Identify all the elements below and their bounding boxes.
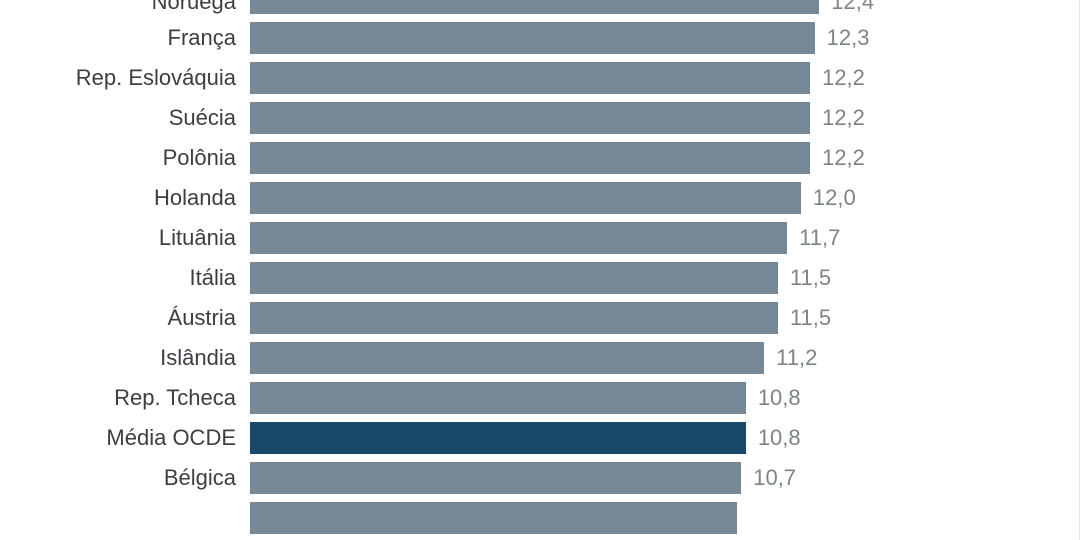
bar-value: 12,2 <box>810 102 865 134</box>
bar-value: 10,8 <box>746 422 801 454</box>
bar-track: 10,8 <box>250 422 1072 454</box>
bar <box>250 22 815 54</box>
bar-value: 10,8 <box>746 382 801 414</box>
bar <box>250 62 810 94</box>
bar-label: Rep. Eslováquia <box>0 67 250 89</box>
bar-row: Noruega 12,4 <box>0 0 1072 14</box>
bar-label: Polônia <box>0 147 250 169</box>
bar-row: Áustria 11,5 <box>0 302 1072 334</box>
bar-label: Média OCDE <box>0 427 250 449</box>
bar-row <box>0 502 1072 534</box>
bar-row: Suécia 12,2 <box>0 102 1072 134</box>
bar-track: 11,7 <box>250 222 1072 254</box>
bar-track <box>250 502 1072 534</box>
bar-row: Itália 11,5 <box>0 262 1072 294</box>
bar-value: 12,0 <box>801 182 856 214</box>
bar-row: Lituânia 11,7 <box>0 222 1072 254</box>
bar-value: 12,3 <box>815 22 870 54</box>
bar-track: 11,5 <box>250 262 1072 294</box>
bar-track: 11,5 <box>250 302 1072 334</box>
bar-value: 12,2 <box>810 142 865 174</box>
bar-track: 12,2 <box>250 102 1072 134</box>
bar <box>250 0 819 14</box>
bar-value: 12,2 <box>810 62 865 94</box>
bar-value: 12,4 <box>819 0 874 14</box>
bar-track: 12,4 <box>250 0 1072 14</box>
bar-track: 11,2 <box>250 342 1072 374</box>
chart-container: Noruega 12,4 França 12,3 Rep. Eslováquia 12,2… <box>0 0 1080 540</box>
bar <box>250 262 778 294</box>
bar-value: 11,5 <box>778 262 831 294</box>
bar-label: Holanda <box>0 187 250 209</box>
bar-track: 12,3 <box>250 22 1072 54</box>
bar-value: 10,7 <box>741 462 796 494</box>
bar-label: Bélgica <box>0 467 250 489</box>
bar-row: Média OCDE 10,8 <box>0 422 1072 454</box>
bar-label: Áustria <box>0 307 250 329</box>
bar <box>250 462 741 494</box>
bar-track: 12,2 <box>250 62 1072 94</box>
bar-track: 10,8 <box>250 382 1072 414</box>
bar-value: 11,2 <box>764 342 817 374</box>
bar-label: Islândia <box>0 347 250 369</box>
bar-row: Islândia 11,2 <box>0 342 1072 374</box>
bar-track: 12,0 <box>250 182 1072 214</box>
bar <box>250 142 810 174</box>
bar-value: 11,5 <box>778 302 831 334</box>
bar-value <box>737 502 749 534</box>
bar-row: França 12,3 <box>0 22 1072 54</box>
bar <box>250 222 787 254</box>
bar-value: 11,7 <box>787 222 840 254</box>
chart-plot-area: Noruega 12,4 França 12,3 Rep. Eslováquia 12,2… <box>0 0 1072 540</box>
bar-row: Rep. Eslováquia 12,2 <box>0 62 1072 94</box>
bar-track: 12,2 <box>250 142 1072 174</box>
bar-label: Rep. Tcheca <box>0 387 250 409</box>
bar-label: Lituânia <box>0 227 250 249</box>
bar <box>250 502 737 534</box>
bar-label: Suécia <box>0 107 250 129</box>
bar <box>250 342 764 374</box>
bar <box>250 382 746 414</box>
bar-track: 10,7 <box>250 462 1072 494</box>
bar-row: Holanda 12,0 <box>0 182 1072 214</box>
bar <box>250 102 810 134</box>
bar-row: Rep. Tcheca 10,8 <box>0 382 1072 414</box>
bar-label: França <box>0 27 250 49</box>
bar-row: Polônia 12,2 <box>0 142 1072 174</box>
bar-label: Noruega <box>0 0 250 13</box>
bar <box>250 182 801 214</box>
bar-label: Itália <box>0 267 250 289</box>
bar <box>250 302 778 334</box>
bar-rows: Noruega 12,4 França 12,3 Rep. Eslováquia 12,2… <box>0 0 1072 534</box>
bar-row: Bélgica 10,7 <box>0 462 1072 494</box>
bar-highlight <box>250 422 746 454</box>
